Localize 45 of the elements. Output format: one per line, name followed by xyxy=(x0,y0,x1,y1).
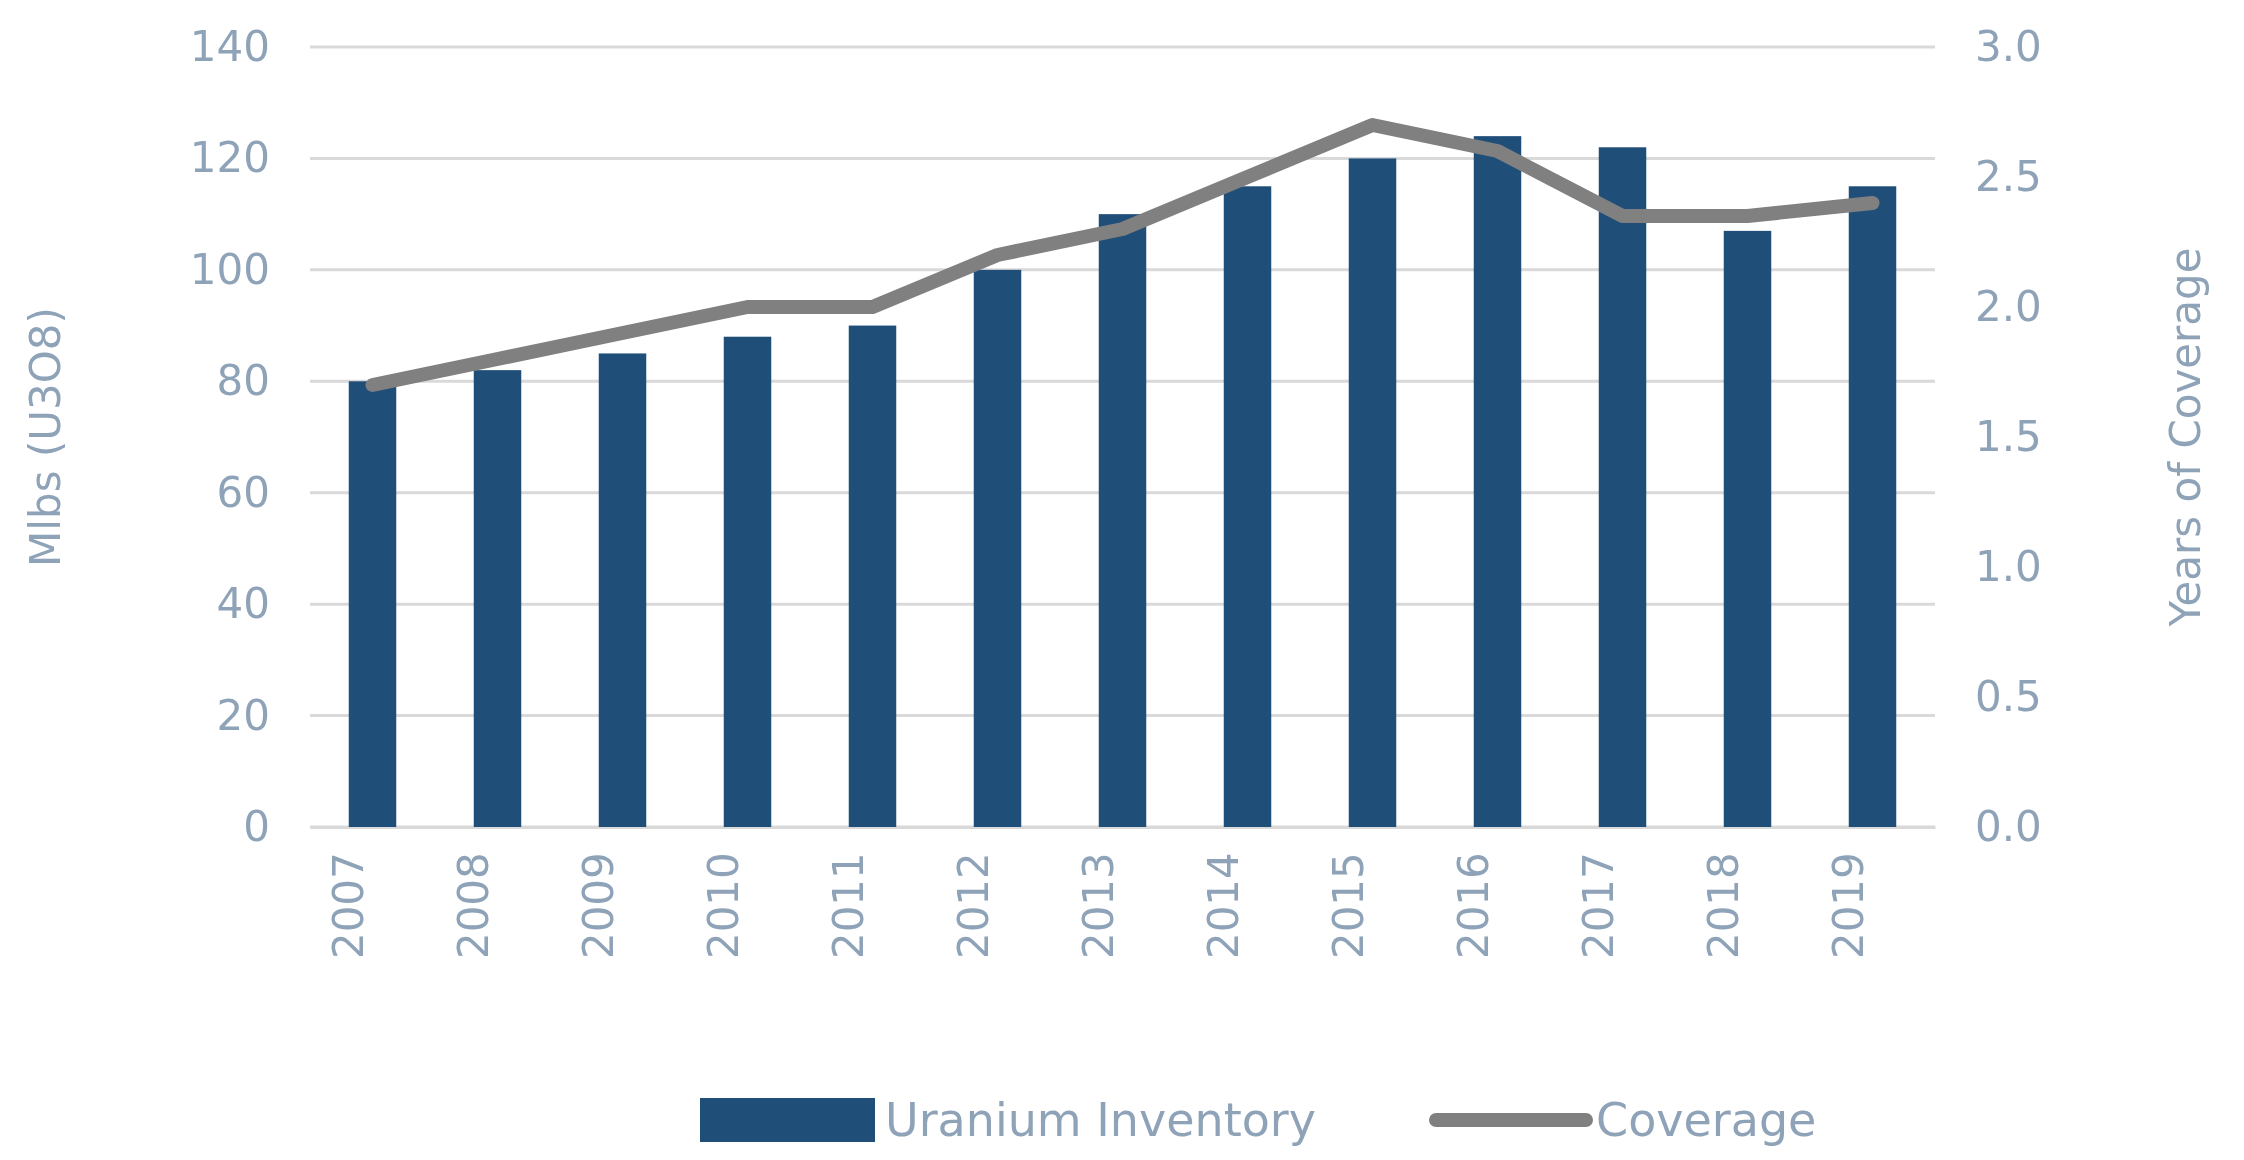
bar xyxy=(1848,186,1897,827)
y2-tick-label: 2.5 xyxy=(1975,151,2042,201)
bar xyxy=(1098,214,1147,827)
x-tick-label: 2011 xyxy=(823,852,873,960)
legend-label: Uranium Inventory xyxy=(885,1093,1317,1147)
y-tick-label: 140 xyxy=(189,21,270,71)
x-tick-label: 2017 xyxy=(1573,852,1623,960)
bar xyxy=(473,370,522,827)
y-tick-label: 80 xyxy=(216,356,270,406)
x-tick-label: 2010 xyxy=(698,852,748,960)
x-tick-label: 2014 xyxy=(1198,852,1248,960)
y-tick-label: 40 xyxy=(216,579,270,629)
bar xyxy=(598,353,647,827)
bar xyxy=(1473,136,1522,827)
bar xyxy=(1223,186,1272,827)
bar xyxy=(848,325,897,827)
x-tick-label: 2015 xyxy=(1323,852,1373,960)
bar xyxy=(1723,230,1772,827)
x-tick-label: 2009 xyxy=(573,852,623,960)
y-tick-label: 60 xyxy=(216,467,270,517)
x-tick-label: 2008 xyxy=(448,852,498,960)
y2-tick-label: 2.0 xyxy=(1975,281,2042,331)
bar xyxy=(723,336,772,827)
x-tick-label: 2019 xyxy=(1823,852,1873,960)
x-tick-label: 2016 xyxy=(1448,852,1498,960)
y2-tick-label: 0.5 xyxy=(1975,671,2042,721)
x-tick-label: 2007 xyxy=(323,852,373,960)
y2-tick-label: 1.5 xyxy=(1975,411,2042,461)
y2-tick-label: 0.0 xyxy=(1975,801,2042,851)
legend-label: Coverage xyxy=(1596,1093,1817,1147)
y2-tick-label: 3.0 xyxy=(1975,21,2042,71)
bar xyxy=(1348,158,1397,827)
x-tick-label: 2013 xyxy=(1073,852,1123,960)
y-tick-label: 0 xyxy=(243,801,270,851)
bar xyxy=(348,381,397,827)
bar xyxy=(1598,147,1647,827)
y-tick-label: 120 xyxy=(189,133,270,183)
bar xyxy=(973,269,1022,827)
y-tick-label: 20 xyxy=(216,690,270,740)
y-axis-title: Mlbs (U3O8) xyxy=(21,307,70,567)
y-tick-label: 100 xyxy=(189,244,270,294)
y2-tick-label: 1.0 xyxy=(1975,541,2042,591)
x-tick-label: 2012 xyxy=(948,852,998,960)
x-tick-label: 2018 xyxy=(1698,852,1748,960)
y2-axis-title: Years of Coverage xyxy=(2161,247,2210,628)
